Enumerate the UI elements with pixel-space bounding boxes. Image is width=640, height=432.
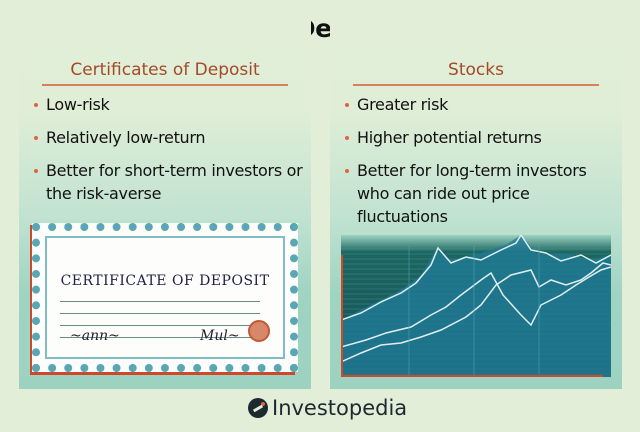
list-item: Higher potential returns — [344, 126, 616, 149]
list-item: Better for long-term investors who can r… — [344, 159, 616, 228]
chart-line — [341, 262, 611, 363]
list-item: Relatively low-return — [33, 126, 305, 149]
list-item: Greater risk — [344, 93, 616, 116]
bullet-icon — [345, 103, 349, 107]
stocks-heading: Stocks — [448, 60, 504, 80]
certificate-illustration: CERTIFICATE OF DEPOSIT ~ann~ Mul~ — [30, 223, 298, 375]
seal-icon — [248, 320, 270, 342]
stock-chart-illustration — [341, 235, 611, 377]
cd-bullet-list: Low-risk Relatively low-return Better fo… — [33, 93, 305, 215]
bullet-icon — [345, 169, 349, 173]
bullet-icon — [345, 136, 349, 140]
stocks-bullet-list: Greater risk Higher potential returns Be… — [344, 93, 616, 238]
cd-heading: Certificates of Deposit — [70, 60, 260, 80]
signature-icon: ~ann~ — [70, 328, 120, 344]
bullet-icon — [34, 136, 38, 140]
cd-panel: Certificates of Deposit Low-risk Relativ… — [19, 15, 311, 389]
heading-underline — [353, 84, 599, 86]
heading-underline — [42, 84, 288, 86]
bullet-icon — [34, 103, 38, 107]
signature-icon: Mul~ — [200, 328, 240, 344]
chart-vertical-gridlines — [408, 245, 540, 377]
brand-name: Investopedia — [272, 396, 408, 420]
investopedia-logo-icon — [248, 398, 268, 418]
list-item: Better for short-term investors or the r… — [33, 159, 305, 205]
list-item: Low-risk — [33, 93, 305, 116]
chart-line — [341, 235, 611, 321]
bullet-icon — [34, 169, 38, 173]
investopedia-logo[interactable]: Investopedia — [248, 396, 407, 420]
certificate-title: CERTIFICATE OF DEPOSIT — [60, 273, 270, 289]
